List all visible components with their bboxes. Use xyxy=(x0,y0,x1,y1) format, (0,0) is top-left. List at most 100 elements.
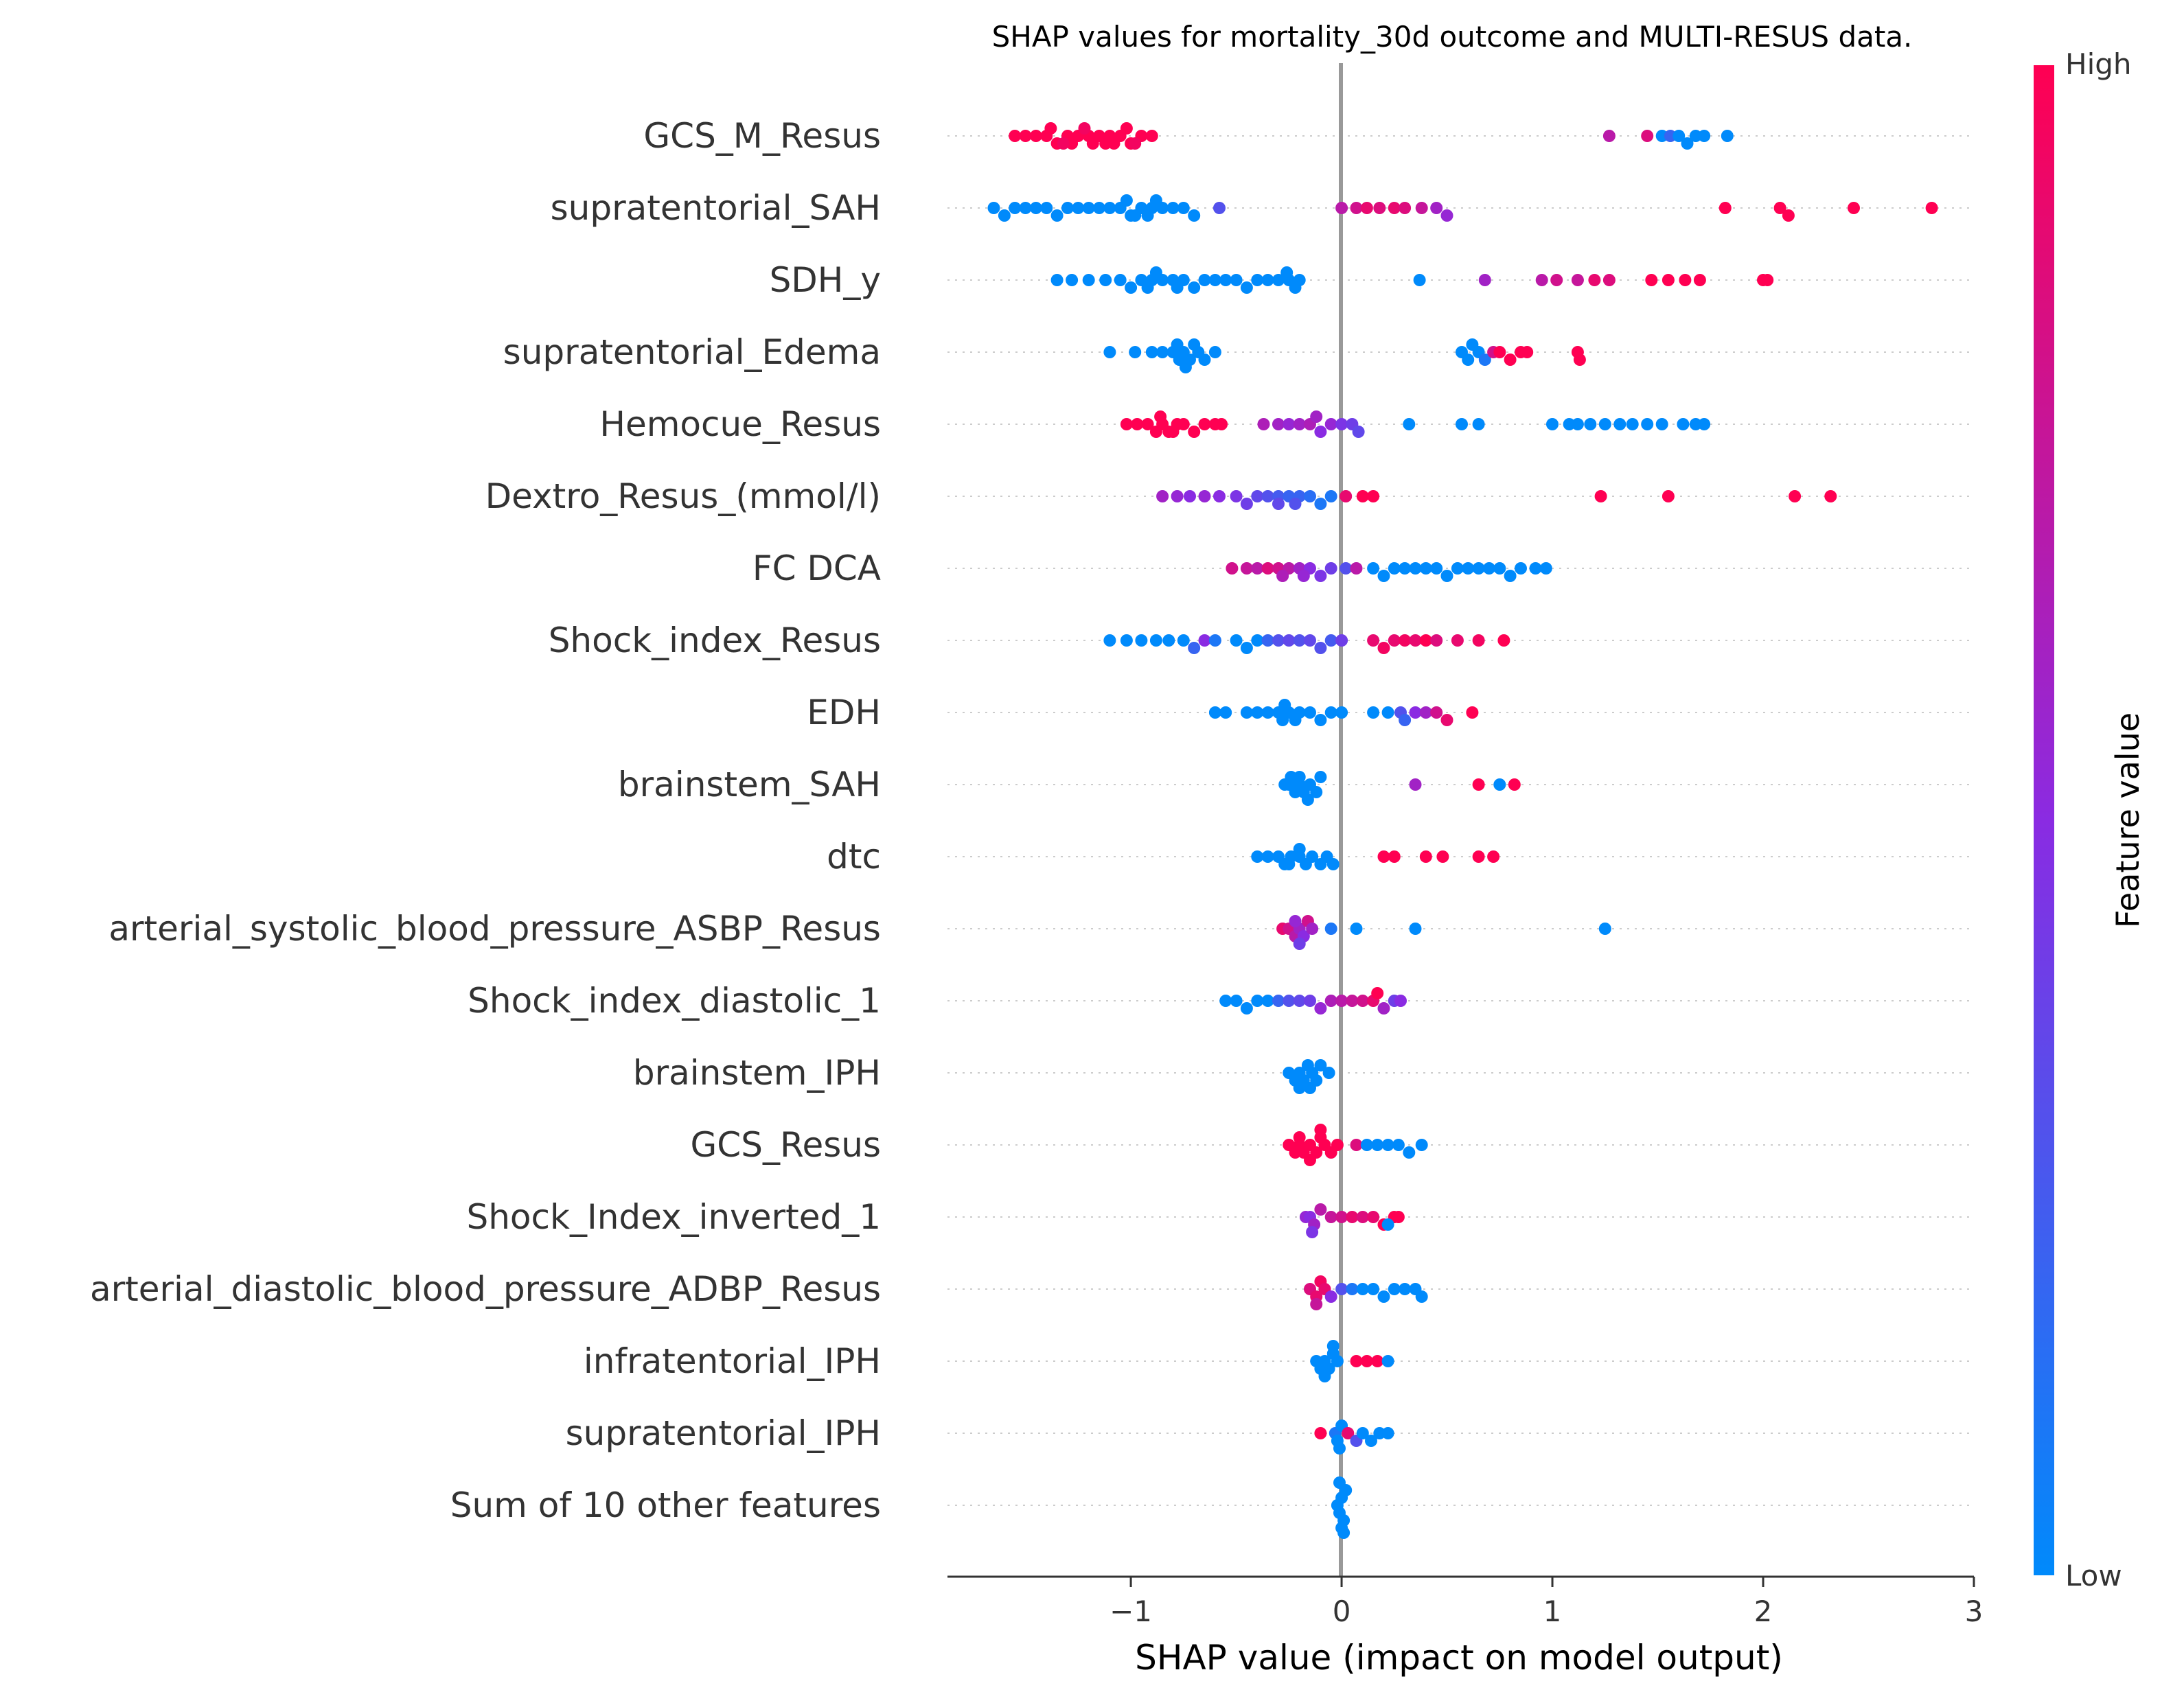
point-dextro-resus-mmol-l-13 xyxy=(1314,498,1327,510)
point-arterial-systolic-blood-pressure-asbp-resus-6 xyxy=(1306,923,1319,935)
point-shock-index-resus-20 xyxy=(1367,634,1380,647)
point-supratentorial-sah-29 xyxy=(1388,202,1401,214)
point-edh-20 xyxy=(1419,706,1432,719)
point-dtc-0 xyxy=(1251,850,1264,863)
point-supratentorial-sah-19 xyxy=(1188,209,1201,222)
point-hemocue-resus-24 xyxy=(1310,410,1323,423)
point-sdh-y-37 xyxy=(1693,274,1706,286)
point-shock-index-resus-24 xyxy=(1409,634,1422,647)
point-shock-index-inverted-1-12 xyxy=(1381,1218,1394,1231)
point-shock-index-inverted-1-5 xyxy=(1335,1211,1348,1223)
point-supratentorial-iph-4 xyxy=(1342,1427,1355,1439)
feature-label-gcs-resus: GCS_Resus xyxy=(691,1125,881,1165)
point-supratentorial-sah-18 xyxy=(1177,202,1190,214)
point-sdh-y-19 xyxy=(1272,274,1285,286)
point-shock-index-resus-10 xyxy=(1240,642,1253,654)
point-shock-index-resus-15 xyxy=(1293,634,1306,647)
x-tick-label-2: 1 xyxy=(1543,1595,1562,1628)
point-shock-index-resus-5 xyxy=(1177,634,1190,647)
point-gcs-resus-12 xyxy=(1314,1124,1327,1136)
point-hemocue-resus-34 xyxy=(1626,418,1639,430)
point-brainstem-iph-10 xyxy=(1304,1082,1316,1094)
point-fc-dca-2 xyxy=(1251,562,1264,575)
point-supratentorial-sah-20 xyxy=(1141,209,1154,222)
point-gcs-m-resus-28 xyxy=(1681,137,1694,150)
point-sdh-y-18 xyxy=(1261,274,1274,286)
point-edh-11 xyxy=(1314,714,1327,726)
point-dextro-resus-mmol-l-19 xyxy=(1367,490,1380,502)
point-supratentorial-sah-33 xyxy=(1440,209,1453,222)
point-shock-index-diastolic-1-11 xyxy=(1335,995,1348,1007)
feature-label-shock-index-resus: Shock_index_Resus xyxy=(549,621,881,660)
point-dtc-11 xyxy=(1283,858,1296,870)
point-hemocue-resus-13 xyxy=(1154,410,1167,423)
point-supratentorial-sah-35 xyxy=(1773,202,1786,214)
point-supratentorial-edema-11 xyxy=(1208,346,1221,358)
point-gcs-m-resus-27 xyxy=(1673,130,1686,142)
point-brainstem-sah-14 xyxy=(1508,778,1521,791)
point-dtc-7 xyxy=(1306,850,1319,863)
point-shock-index-resus-25 xyxy=(1419,634,1432,647)
point-gcs-resus-19 xyxy=(1415,1139,1428,1151)
point-shock-index-resus-9 xyxy=(1230,634,1243,647)
point-shock-index-resus-13 xyxy=(1272,634,1285,647)
point-sdh-y-34 xyxy=(1645,274,1658,286)
colorbar-gradient xyxy=(2034,65,2054,1575)
point-supratentorial-sah-3 xyxy=(1019,202,1032,214)
point-hemocue-resus-39 xyxy=(1698,418,1711,430)
point-supratentorial-sah-24 xyxy=(1213,202,1226,214)
point-supratentorial-sah-21 xyxy=(1149,194,1162,207)
point-hemocue-resus-32 xyxy=(1598,418,1611,430)
chart-title: SHAP values for mortality_30d outcome an… xyxy=(992,20,1913,54)
point-shock-index-resus-19 xyxy=(1335,634,1348,647)
point-fc-dca-27 xyxy=(1504,570,1517,582)
point-hemocue-resus-11 xyxy=(1215,418,1228,430)
point-dtc-18 xyxy=(1487,850,1500,863)
point-supratentorial-sah-0 xyxy=(987,202,1000,214)
point-shock-index-resus-16 xyxy=(1304,634,1316,647)
point-fc-dca-20 xyxy=(1430,562,1443,575)
point-brainstem-sah-11 xyxy=(1409,778,1422,791)
point-edh-9 xyxy=(1293,706,1306,719)
point-supratentorial-sah-32 xyxy=(1430,202,1443,214)
point-gcs-resus-11 xyxy=(1304,1154,1316,1166)
point-gcs-m-resus-19 xyxy=(1120,122,1133,135)
point-dextro-resus-mmol-l-6 xyxy=(1240,498,1253,510)
feature-label-supratentorial-iph: supratentorial_IPH xyxy=(566,1413,881,1453)
point-supratentorial-sah-4 xyxy=(1029,202,1042,214)
point-arterial-diastolic-blood-pressure-adbp-resus-5 xyxy=(1324,1290,1337,1303)
feature-label-gcs-m-resus: GCS_M_Resus xyxy=(643,116,881,156)
point-supratentorial-edema-12 xyxy=(1171,338,1184,351)
point-dtc-13 xyxy=(1377,850,1390,863)
feature-label-shock-index-diastolic-1: Shock_index_diastolic_1 xyxy=(468,981,881,1021)
point-sdh-y-0 xyxy=(1050,274,1064,286)
point-gcs-m-resus-31 xyxy=(1721,130,1734,142)
point-edh-0 xyxy=(1208,706,1221,719)
point-dextro-resus-mmol-l-3 xyxy=(1198,490,1211,502)
point-supratentorial-edema-10 xyxy=(1198,354,1211,366)
point-gcs-m-resus-26 xyxy=(1664,130,1677,142)
point-sdh-y-16 xyxy=(1240,281,1253,294)
point-supratentorial-edema-20 xyxy=(1493,346,1506,358)
point-gcs-m-resus-29 xyxy=(1689,130,1702,142)
point-hemocue-resus-20 xyxy=(1324,418,1337,430)
point-sdh-y-3 xyxy=(1099,274,1112,286)
point-shock-index-resus-12 xyxy=(1261,634,1274,647)
point-edh-2 xyxy=(1240,706,1253,719)
point-gcs-resus-14 xyxy=(1360,1139,1373,1151)
point-arterial-diastolic-blood-pressure-adbp-resus-12 xyxy=(1399,1283,1412,1295)
point-supratentorial-iph-10 xyxy=(1333,1442,1346,1455)
point-supratentorial-iph-6 xyxy=(1356,1427,1369,1439)
point-hemocue-resus-29 xyxy=(1563,418,1576,430)
point-dtc-17 xyxy=(1472,850,1485,863)
point-edh-12 xyxy=(1324,706,1337,719)
point-supratentorial-sah-6 xyxy=(1050,209,1064,222)
point-sdh-y-25 xyxy=(1171,281,1184,294)
point-gcs-m-resus-15 xyxy=(1107,137,1120,150)
point-supratentorial-sah-2 xyxy=(1009,202,1022,214)
point-supratentorial-sah-27 xyxy=(1360,202,1373,214)
point-gcs-resus-15 xyxy=(1371,1139,1384,1151)
point-shock-index-resus-0 xyxy=(1103,634,1116,647)
point-fc-dca-19 xyxy=(1419,562,1432,575)
